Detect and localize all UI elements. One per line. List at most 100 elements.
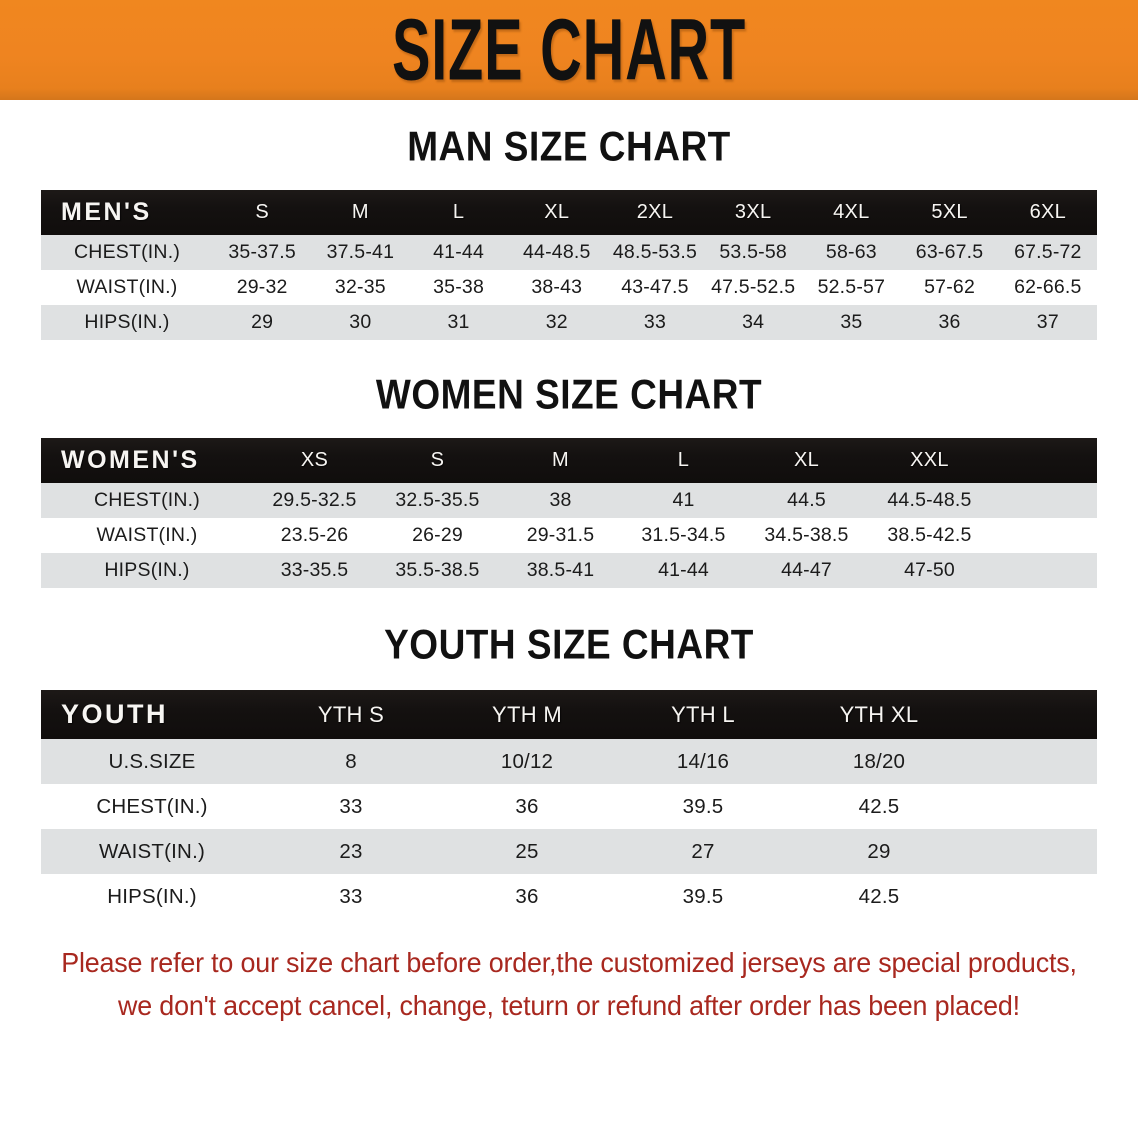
man-hips-2xl: 33: [605, 305, 705, 340]
table-row: HIPS(IN.) 29 30 31 32 33 34 35 36 37: [41, 305, 1097, 340]
table-row: CHEST(IN.) 33 36 39.5 42.5: [41, 784, 1097, 829]
youth-ussize-xl: 18/20: [791, 739, 967, 784]
women-hips-xl: 44-47: [745, 553, 868, 588]
table-row: WAIST(IN.) 29-32 32-35 35-38 38-43 43-47…: [41, 270, 1097, 305]
women-header-row: WOMEN'S XS S M L XL XXL: [41, 438, 1097, 483]
women-row-label-chest: CHEST(IN.): [41, 483, 253, 518]
women-corner-label: WOMEN'S: [41, 438, 253, 483]
women-chest-s: 32.5-35.5: [376, 483, 499, 518]
man-chest-4xl: 58-63: [802, 235, 901, 270]
women-hips-spacer: [991, 553, 1097, 588]
women-waist-spacer: [991, 518, 1097, 553]
youth-row-label-us-size: U.S.SIZE: [41, 739, 263, 784]
page-title: SIZE CHART: [391, 0, 747, 99]
man-chest-l: 41-44: [409, 235, 508, 270]
man-chest-5xl: 63-67.5: [900, 235, 999, 270]
man-col-header-4xl: 4XL: [802, 190, 901, 235]
disclaimer-line-2: we don't accept cancel, change, teturn o…: [118, 990, 1020, 1022]
women-col-header-m: M: [499, 438, 622, 483]
women-hips-l: 41-44: [622, 553, 745, 588]
women-col-header-xxl: XXL: [868, 438, 991, 483]
table-row: U.S.SIZE 8 10/12 14/16 18/20: [41, 739, 1097, 784]
women-chest-xs: 29.5-32.5: [253, 483, 376, 518]
man-waist-2xl: 43-47.5: [605, 270, 705, 305]
man-waist-6xl: 62-66.5: [998, 270, 1097, 305]
youth-header-row: YOUTH YTH S YTH M YTH L YTH XL: [41, 690, 1097, 739]
disclaimer-line-1: Please refer to our size chart before or…: [61, 947, 1077, 978]
youth-chest-xl: 42.5: [791, 784, 967, 829]
page-banner: SIZE CHART: [0, 0, 1138, 100]
youth-section-title: YOUTH SIZE CHART: [384, 621, 754, 668]
man-col-header-m: M: [311, 190, 410, 235]
man-waist-s: 29-32: [213, 270, 312, 305]
youth-chest-s: 33: [263, 784, 439, 829]
man-header-row: MEN'S S M L XL 2XL 3XL 4XL 5XL 6XL: [41, 190, 1097, 235]
table-row: HIPS(IN.) 33-35.5 35.5-38.5 38.5-41 41-4…: [41, 553, 1097, 588]
man-col-header-xl: XL: [507, 190, 606, 235]
women-hips-xxl: 47-50: [868, 553, 991, 588]
youth-row-label-hips: HIPS(IN.): [41, 874, 263, 919]
youth-hips-l: 39.5: [615, 874, 791, 919]
youth-waist-l: 27: [615, 829, 791, 874]
women-size-table: WOMEN'S XS S M L XL XXL CHEST(IN.) 29.5-…: [41, 438, 1097, 588]
women-chest-l: 41: [622, 483, 745, 518]
man-waist-xl: 38-43: [507, 270, 606, 305]
table-row: WAIST(IN.) 23 25 27 29: [41, 829, 1097, 874]
youth-chest-l: 39.5: [615, 784, 791, 829]
women-hips-m: 38.5-41: [499, 553, 622, 588]
women-waist-l: 31.5-34.5: [622, 518, 745, 553]
women-chest-xxl: 44.5-48.5: [868, 483, 991, 518]
man-waist-5xl: 57-62: [900, 270, 999, 305]
youth-hips-xl: 42.5: [791, 874, 967, 919]
man-waist-4xl: 52.5-57: [802, 270, 901, 305]
man-waist-l: 35-38: [409, 270, 508, 305]
man-corner-label: MEN'S: [41, 190, 214, 235]
women-row-label-hips: HIPS(IN.): [41, 553, 253, 588]
youth-size-table: YOUTH YTH S YTH M YTH L YTH XL U.S.SIZE …: [41, 690, 1097, 919]
women-hips-s: 35.5-38.5: [376, 553, 499, 588]
women-row-label-waist: WAIST(IN.): [41, 518, 253, 553]
man-row-label-hips: HIPS(IN.): [41, 305, 214, 340]
man-size-table: MEN'S S M L XL 2XL 3XL 4XL 5XL 6XL CHEST…: [41, 190, 1097, 340]
women-table-wrapper: WOMEN'S XS S M L XL XXL CHEST(IN.) 29.5-…: [41, 438, 1097, 588]
youth-waist-s: 23: [263, 829, 439, 874]
youth-col-header-xl: YTH XL: [791, 690, 967, 739]
man-col-header-2xl: 2XL: [605, 190, 705, 235]
man-hips-6xl: 37: [998, 305, 1097, 340]
disclaimer-text: Please refer to our size chart before or…: [55, 941, 1082, 1028]
women-chest-xl: 44.5: [745, 483, 868, 518]
table-row: WAIST(IN.) 23.5-26 26-29 29-31.5 31.5-34…: [41, 518, 1097, 553]
man-hips-l: 31: [409, 305, 508, 340]
youth-hips-spacer: [967, 874, 1097, 919]
women-hips-xs: 33-35.5: [253, 553, 376, 588]
table-row: HIPS(IN.) 33 36 39.5 42.5: [41, 874, 1097, 919]
women-waist-xl: 34.5-38.5: [745, 518, 868, 553]
women-header-spacer: [991, 438, 1097, 483]
women-waist-xxl: 38.5-42.5: [868, 518, 991, 553]
women-waist-m: 29-31.5: [499, 518, 622, 553]
youth-col-header-s: YTH S: [263, 690, 439, 739]
youth-waist-spacer: [967, 829, 1097, 874]
man-chest-xl: 44-48.5: [507, 235, 606, 270]
man-col-header-l: L: [409, 190, 508, 235]
man-hips-m: 30: [311, 305, 410, 340]
man-chest-m: 37.5-41: [311, 235, 410, 270]
youth-col-header-m: YTH M: [439, 690, 615, 739]
youth-row-label-chest: CHEST(IN.): [41, 784, 263, 829]
man-col-header-5xl: 5XL: [900, 190, 999, 235]
man-chest-s: 35-37.5: [213, 235, 312, 270]
table-row: CHEST(IN.) 29.5-32.5 32.5-35.5 38 41 44.…: [41, 483, 1097, 518]
women-waist-xs: 23.5-26: [253, 518, 376, 553]
youth-hips-s: 33: [263, 874, 439, 919]
youth-table-wrapper: YOUTH YTH S YTH M YTH L YTH XL U.S.SIZE …: [41, 690, 1097, 919]
women-col-header-xs: XS: [253, 438, 376, 483]
women-waist-s: 26-29: [376, 518, 499, 553]
man-table-wrapper: MEN'S S M L XL 2XL 3XL 4XL 5XL 6XL CHEST…: [41, 190, 1097, 340]
man-hips-4xl: 35: [802, 305, 901, 340]
youth-col-header-l: YTH L: [615, 690, 791, 739]
women-col-header-l: L: [622, 438, 745, 483]
women-section-title: WOMEN SIZE CHART: [375, 371, 763, 418]
youth-chest-m: 36: [439, 784, 615, 829]
youth-header-spacer: [967, 690, 1097, 739]
youth-hips-m: 36: [439, 874, 615, 919]
